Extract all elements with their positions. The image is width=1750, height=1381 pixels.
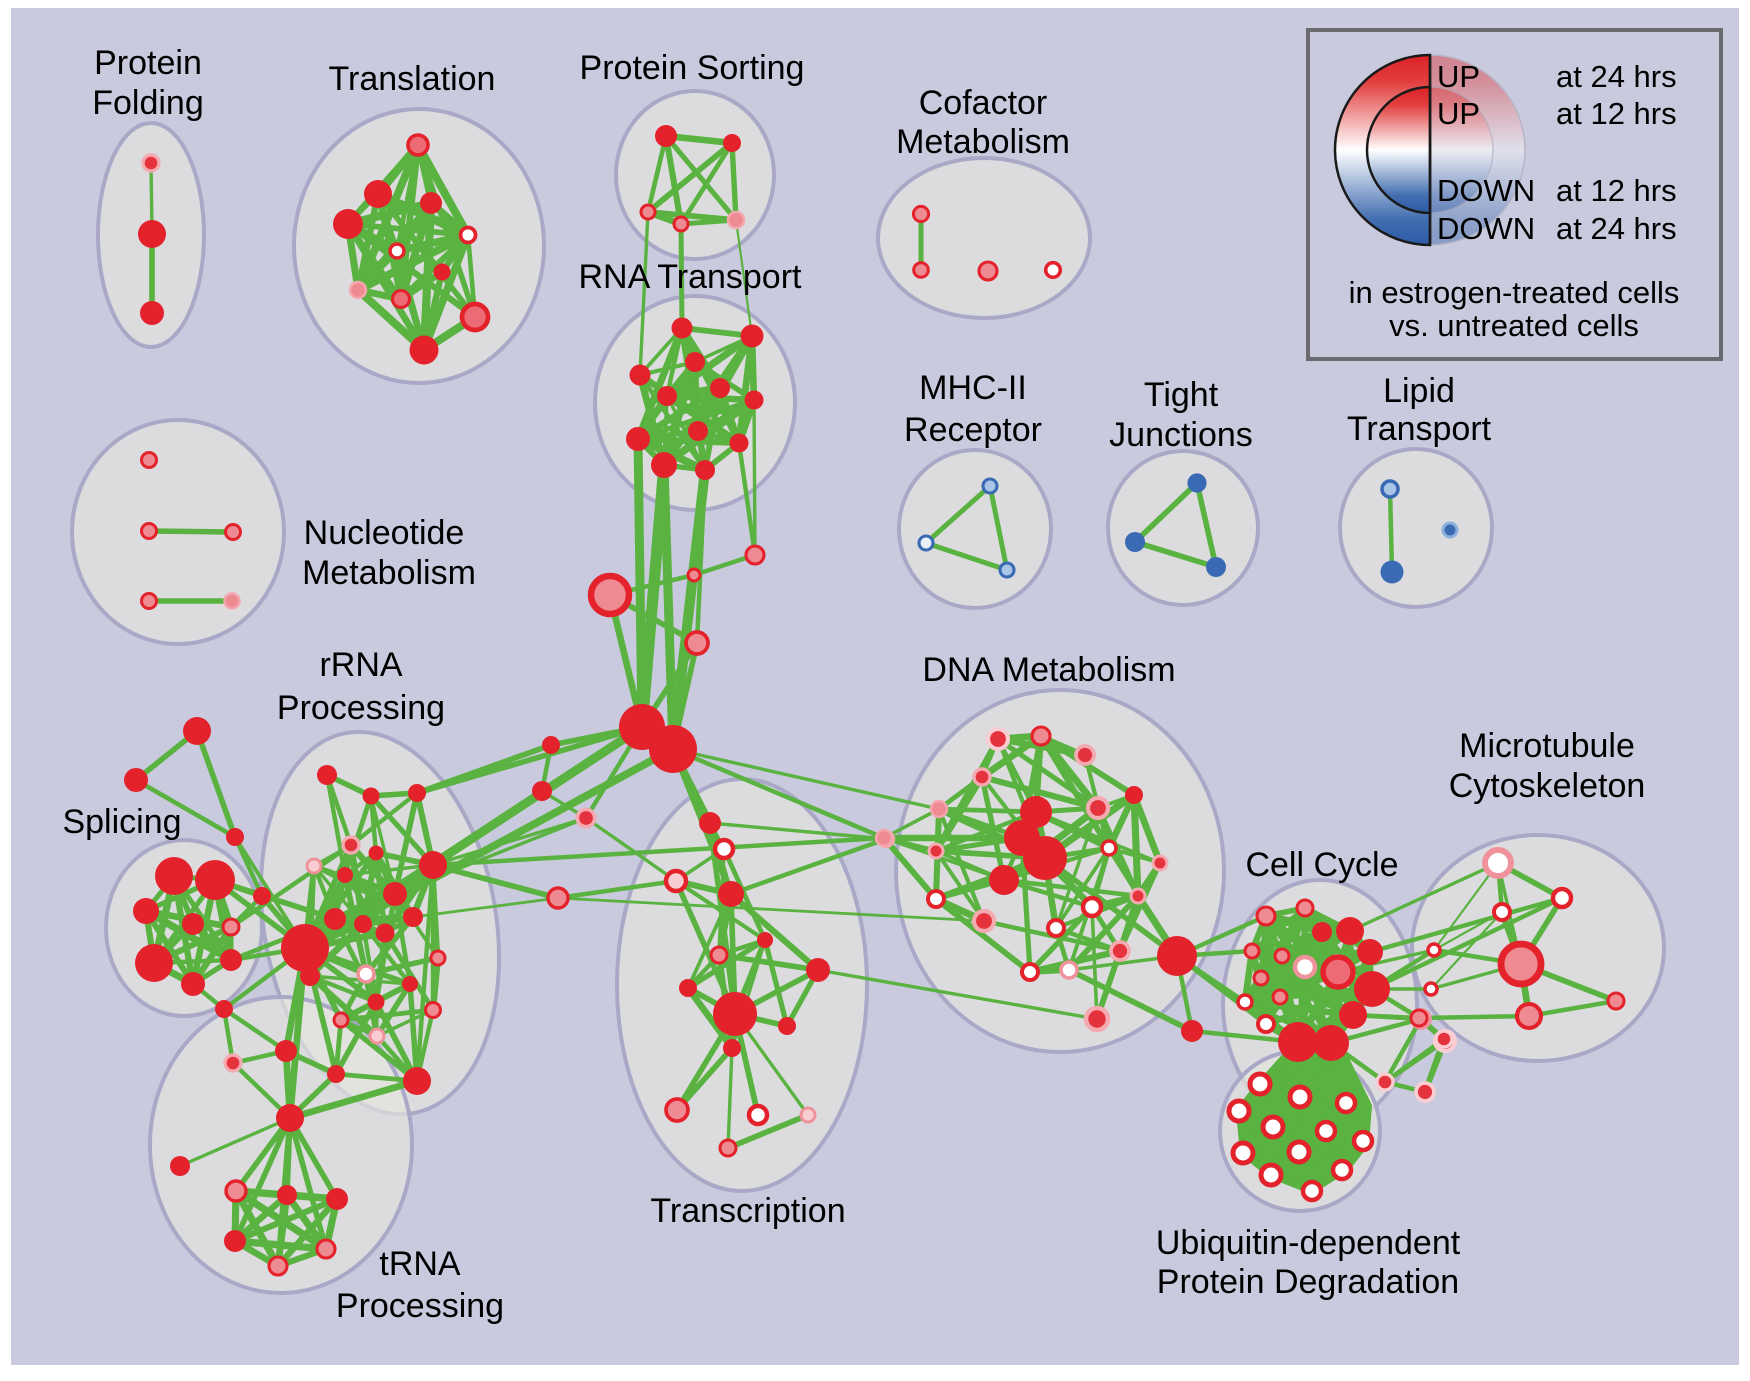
svg-text:Processing: Processing — [336, 1287, 504, 1325]
svg-text:at 12 hrs: at 12 hrs — [1556, 173, 1677, 208]
svg-text:Cell Cycle: Cell Cycle — [1245, 846, 1398, 884]
svg-text:Folding: Folding — [92, 84, 204, 122]
svg-text:Ubiquitin-dependent: Ubiquitin-dependent — [1156, 1224, 1461, 1262]
svg-text:Receptor: Receptor — [904, 411, 1042, 449]
svg-text:UP: UP — [1437, 59, 1480, 94]
svg-text:Translation: Translation — [329, 60, 496, 98]
svg-text:at 12 hrs: at 12 hrs — [1556, 96, 1677, 131]
svg-text:Junctions: Junctions — [1109, 416, 1253, 454]
svg-text:DOWN: DOWN — [1437, 173, 1535, 208]
svg-text:at 24 hrs: at 24 hrs — [1556, 59, 1677, 94]
svg-text:at 24 hrs: at 24 hrs — [1556, 211, 1677, 246]
svg-text:Metabolism: Metabolism — [896, 123, 1070, 161]
svg-text:vs. untreated cells: vs. untreated cells — [1389, 308, 1639, 343]
svg-text:Protein: Protein — [94, 44, 202, 82]
svg-text:tRNA: tRNA — [379, 1245, 461, 1283]
svg-text:MHC-II: MHC-II — [919, 369, 1027, 407]
svg-text:Cofactor: Cofactor — [919, 84, 1048, 122]
svg-text:Splicing: Splicing — [62, 803, 181, 841]
svg-text:RNA Transport: RNA Transport — [579, 258, 803, 296]
svg-text:in estrogen-treated cells: in estrogen-treated cells — [1349, 275, 1680, 310]
svg-text:Transport: Transport — [1347, 410, 1492, 448]
svg-text:UP: UP — [1437, 96, 1480, 131]
svg-text:Microtubule: Microtubule — [1459, 727, 1635, 765]
svg-text:Lipid: Lipid — [1383, 372, 1455, 410]
svg-text:Protein Sorting: Protein Sorting — [580, 49, 805, 87]
svg-text:Processing: Processing — [277, 689, 445, 727]
svg-text:Nucleotide: Nucleotide — [304, 514, 465, 552]
svg-text:Cytoskeleton: Cytoskeleton — [1449, 767, 1646, 805]
svg-text:Transcription: Transcription — [650, 1192, 845, 1230]
svg-text:Metabolism: Metabolism — [302, 554, 476, 592]
svg-text:rRNA: rRNA — [319, 646, 402, 684]
svg-text:Tight: Tight — [1144, 376, 1219, 414]
svg-text:DNA Metabolism: DNA Metabolism — [922, 651, 1175, 689]
svg-text:DOWN: DOWN — [1437, 211, 1535, 246]
svg-text:Protein Degradation: Protein Degradation — [1157, 1263, 1459, 1301]
